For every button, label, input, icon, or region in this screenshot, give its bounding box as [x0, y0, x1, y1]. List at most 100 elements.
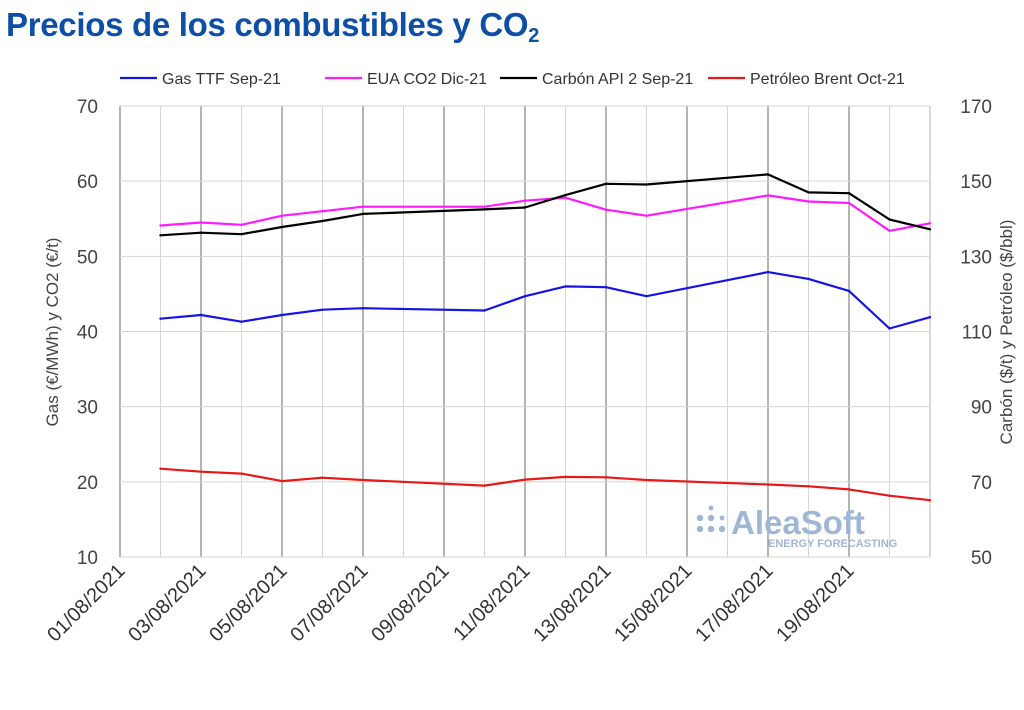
- data-point: [483, 484, 486, 487]
- data-point: [847, 201, 851, 205]
- x-tick-label: 15/08/2021: [610, 560, 696, 646]
- data-point: [523, 199, 527, 202]
- x-tick-label: 11/08/2021: [449, 560, 534, 645]
- x-tick-label: 13/08/2021: [529, 560, 615, 646]
- x-tick-label: 01/08/2021: [43, 560, 129, 646]
- data-point: [847, 191, 851, 195]
- watermark-dot: [718, 525, 726, 533]
- left-tick-label: 10: [77, 548, 98, 569]
- data-point: [280, 225, 284, 229]
- data-point: [361, 205, 365, 208]
- data-point: [280, 313, 284, 317]
- series-line-1: [160, 194, 931, 232]
- data-point: [888, 494, 891, 497]
- data-point: [564, 285, 567, 288]
- data-point: [604, 476, 608, 479]
- data-point: [807, 200, 810, 203]
- watermark-dot: [696, 514, 704, 522]
- data-point: [361, 306, 365, 310]
- data-point: [888, 229, 891, 232]
- data-point: [645, 478, 648, 482]
- x-tick-label: 19/08/2021: [772, 560, 858, 646]
- data-point: [240, 472, 243, 475]
- data-point: [280, 214, 284, 217]
- data-point: [766, 173, 770, 176]
- data-point: [483, 205, 486, 208]
- series-line-2: [160, 173, 931, 237]
- watermark-brand: AleaSoft: [731, 504, 865, 541]
- data-point: [888, 327, 891, 330]
- data-point: [321, 219, 324, 223]
- data-point: [807, 191, 810, 194]
- watermark-dot: [708, 505, 714, 511]
- right-tick-label: 50: [971, 548, 992, 569]
- data-point: [645, 214, 648, 217]
- data-point: [847, 488, 851, 491]
- data-point: [159, 234, 162, 237]
- data-point: [240, 320, 243, 323]
- data-point: [928, 499, 932, 502]
- right-tick-label: 110: [962, 323, 992, 344]
- left-tick-label: 50: [77, 247, 98, 268]
- data-point: [240, 232, 243, 236]
- data-point: [807, 277, 810, 281]
- data-point: [523, 478, 527, 481]
- data-point: [645, 183, 648, 186]
- watermark-dot: [696, 525, 704, 533]
- data-point: [483, 309, 486, 312]
- x-tick-label: 09/08/2021: [367, 560, 453, 646]
- right-tick-label: 150: [960, 172, 992, 193]
- data-point: [523, 294, 527, 298]
- left-tick-label: 30: [77, 398, 98, 419]
- data-point: [928, 316, 932, 319]
- left-tick-label: 60: [77, 172, 98, 193]
- right-tick-label: 90: [971, 398, 992, 419]
- data-point: [564, 196, 567, 199]
- data-point: [604, 182, 608, 185]
- left-axis-label: Gas (€/MWh) y CO2 (€/t): [43, 238, 62, 427]
- watermark-dot: [707, 514, 715, 522]
- right-tick-label: 70: [971, 473, 992, 494]
- data-point: [564, 475, 567, 479]
- data-point: [321, 308, 324, 311]
- data-point: [766, 483, 770, 486]
- legend-label: Petróleo Brent Oct-21: [750, 71, 905, 88]
- data-point: [604, 208, 608, 211]
- x-tick-label: 03/08/2021: [124, 560, 210, 646]
- data-point: [159, 317, 162, 320]
- data-point: [361, 212, 365, 216]
- x-tick-label: 05/08/2021: [205, 560, 291, 646]
- data-point: [888, 218, 891, 221]
- plot-grid: [119, 105, 931, 558]
- data-point: [483, 208, 486, 211]
- right-axis-label: Carbón ($/t) y Petróleo ($/bbl): [997, 220, 1016, 445]
- watermark-dot: [707, 525, 715, 533]
- series-line-3: [160, 467, 931, 502]
- x-axis-ticks: 01/08/202103/08/202105/08/202107/08/2021…: [43, 560, 858, 646]
- data-point: [321, 476, 324, 479]
- data-point: [604, 285, 608, 289]
- data-point: [766, 270, 770, 274]
- data-point: [645, 294, 648, 298]
- legend: Gas TTF Sep-21 EUA CO2 Dic-21 Carbón API 2…: [120, 71, 905, 88]
- data-point: [361, 478, 365, 482]
- data-point: [159, 467, 162, 470]
- series-lines: [159, 173, 932, 502]
- left-tick-label: 70: [77, 97, 98, 118]
- data-point: [199, 313, 203, 317]
- legend-label: Carbón API 2 Sep-21: [542, 71, 693, 88]
- data-point: [159, 224, 162, 227]
- left-tick-label: 40: [77, 323, 98, 344]
- data-point: [199, 470, 203, 473]
- legend-label: EUA CO2 Dic-21: [367, 71, 487, 88]
- legend-label: Gas TTF Sep-21: [162, 71, 281, 88]
- data-point: [199, 231, 203, 234]
- data-point: [928, 222, 932, 225]
- chart-title: Precios de los combustibles y CO2: [6, 6, 540, 47]
- x-tick-label: 07/08/2021: [286, 560, 372, 646]
- data-point: [928, 228, 932, 231]
- x-tick-label: 17/08/2021: [691, 560, 777, 646]
- data-point: [199, 221, 203, 224]
- data-point: [523, 206, 527, 209]
